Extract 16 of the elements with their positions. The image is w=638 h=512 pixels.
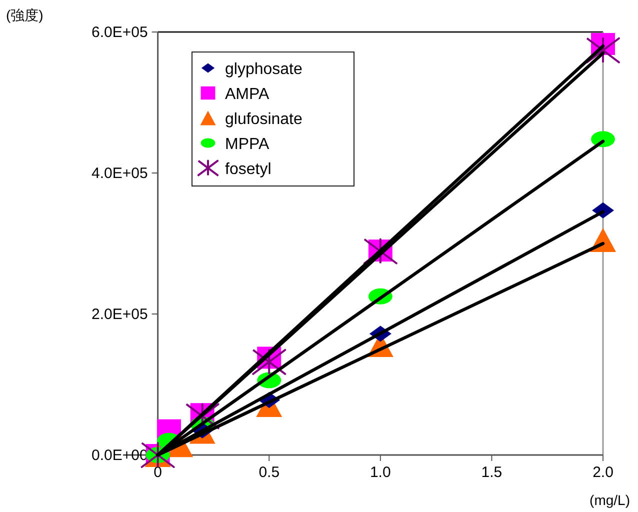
x-axis-title: (mg/L): [590, 492, 630, 508]
legend-label: glufosinate: [225, 111, 302, 128]
x-tick-label: 1.5: [481, 464, 502, 481]
legend-label: AMPA: [225, 86, 270, 103]
x-tick-label: 0: [154, 464, 162, 481]
x-tick-label: 1.0: [370, 464, 391, 481]
x-tick-label: 0.5: [258, 464, 280, 481]
legend-label: MPPA: [225, 136, 270, 153]
y-tick-label: 4.0E+05: [92, 165, 148, 182]
y-tick-label: 0.0E+00: [92, 447, 148, 464]
y-tick-label: 6.0E+05: [92, 24, 148, 41]
x-tick-label: 2.0: [592, 464, 614, 481]
legend-label: glyphosate: [225, 61, 302, 78]
y-axis-title: (強度): [6, 7, 44, 23]
y-tick-label: 2.0E+05: [92, 306, 148, 323]
legend-label: fosetyl: [225, 161, 272, 178]
